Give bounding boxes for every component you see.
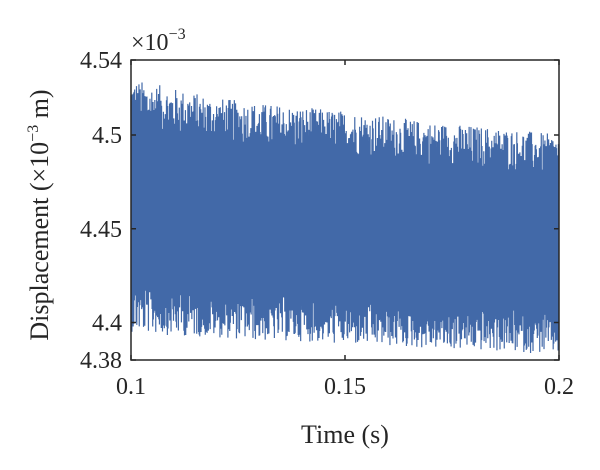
y-tick-label: 4.45 xyxy=(80,217,122,243)
y-axis-exponent: ×10−3 xyxy=(131,26,186,56)
y-tick-label: 4.4 xyxy=(92,311,122,337)
y-axis-label-exponent: −3 xyxy=(25,125,42,142)
y-axis-label: Displacement (×10−3 m) xyxy=(25,89,54,340)
plot-area xyxy=(130,82,560,353)
y-exponent-base: ×10 xyxy=(131,30,169,56)
y-axis-label-suffix: m) xyxy=(25,89,54,124)
y-tick-label: 4.38 xyxy=(80,348,122,374)
x-tick-label: 0.2 xyxy=(544,374,574,400)
axis-ticks: 0.1 0.15 0.2 4.38 4.4 4.45 4.5 4.54 xyxy=(80,48,574,400)
x-tick-label: 0.1 xyxy=(116,374,146,400)
x-axis-label: Time (s) xyxy=(301,420,389,449)
y-tick-label: 4.5 xyxy=(92,123,122,149)
y-exponent-power: −3 xyxy=(169,26,186,43)
y-axis-label-prefix: Displacement (×10 xyxy=(25,142,54,341)
y-tick-label: 4.54 xyxy=(80,48,122,74)
displacement-series-line xyxy=(130,82,560,353)
x-tick-label: 0.15 xyxy=(324,374,366,400)
